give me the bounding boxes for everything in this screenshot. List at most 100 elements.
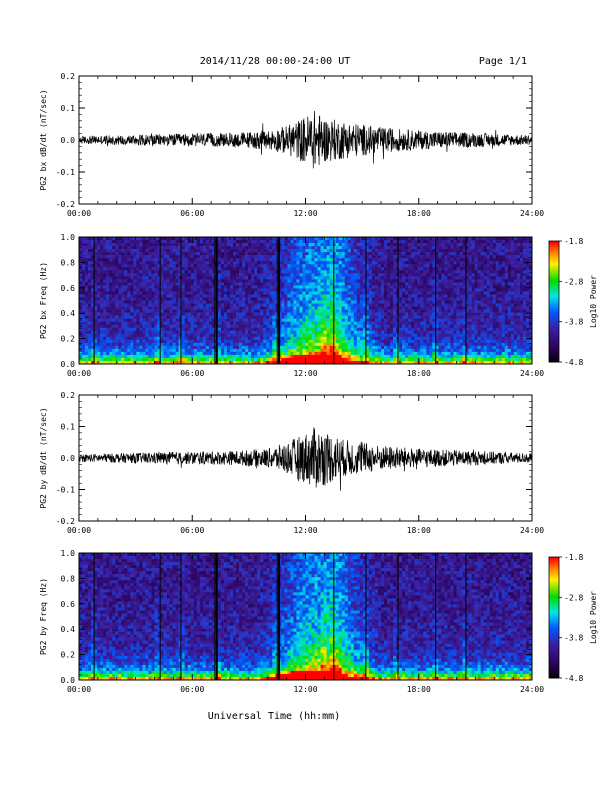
- heatmap-cell: [181, 336, 185, 341]
- heatmap-cell: [242, 360, 246, 365]
- heatmap-cell: [196, 270, 201, 274]
- heatmap-cell: [359, 339, 364, 344]
- heatmap-cell: [239, 237, 243, 241]
- heatmap-cell: [184, 246, 189, 250]
- heatmap-cell: [217, 312, 222, 316]
- heatmap-cell: [97, 273, 101, 277]
- heatmap-cell: [293, 327, 297, 332]
- heatmap-cell: [350, 324, 355, 329]
- heatmap-cell: [142, 330, 146, 335]
- heatmap-cell: [305, 276, 309, 280]
- heatmap-cell: [220, 333, 225, 338]
- heatmap-cell: [202, 300, 207, 304]
- heatmap-cell: [226, 306, 231, 310]
- heatmap-cell: [311, 258, 315, 262]
- heatmap-cell: [109, 288, 113, 292]
- heatmap-cell: [299, 243, 303, 247]
- heatmap-cell: [311, 300, 315, 304]
- heatmap-cell: [405, 306, 409, 310]
- heatmap-cell: [154, 321, 158, 325]
- heatmap-cell: [269, 285, 273, 289]
- heatmap-cell: [124, 237, 128, 241]
- heatmap-cell: [115, 336, 119, 341]
- heatmap-cell: [230, 294, 234, 298]
- heatmap-cell: [387, 237, 391, 241]
- heatmap-cell: [387, 360, 391, 365]
- heatmap-cell: [184, 288, 189, 292]
- heatmap-cell: [390, 315, 394, 319]
- heatmap-cell: [242, 312, 246, 316]
- heatmap-cell: [103, 330, 107, 335]
- heatmap-cell: [296, 312, 300, 316]
- heatmap-cell: [175, 300, 179, 304]
- heatmap-cell: [353, 258, 358, 262]
- heatmap-cell: [260, 288, 264, 292]
- heatmap-cell: [390, 348, 394, 353]
- heatmap-cell: [251, 309, 255, 313]
- heatmap-cell: [257, 270, 261, 274]
- heatmap-cell: [377, 300, 382, 304]
- heatmap-cell: [377, 309, 382, 313]
- heatmap-cell: [239, 270, 243, 274]
- heatmap-cell: [208, 279, 213, 283]
- heatmap-cell: [314, 273, 318, 277]
- heatmap-cell: [332, 291, 336, 295]
- heatmap-cell: [293, 243, 297, 247]
- heatmap-cell: [293, 294, 297, 298]
- heatmap-cell: [257, 246, 261, 250]
- heatmap-cell: [332, 261, 336, 265]
- heatmap-cell: [272, 246, 276, 250]
- heatmap-cell: [248, 270, 252, 274]
- heatmap-cell: [317, 237, 321, 241]
- heatmap-cell: [308, 279, 312, 283]
- heatmap-cell: [365, 315, 370, 319]
- heatmap-cell: [91, 285, 95, 289]
- heatmap-cell: [178, 348, 182, 353]
- heatmap-cell: [281, 327, 285, 332]
- heatmap-cell: [263, 306, 267, 310]
- heatmap-cell: [85, 273, 89, 277]
- heatmap-cell: [91, 240, 95, 244]
- heatmap-cell: [320, 291, 324, 295]
- heatmap-cell: [341, 273, 346, 277]
- heatmap-cell: [163, 303, 167, 307]
- heatmap-cell: [329, 291, 333, 295]
- heatmap-cell: [121, 276, 125, 280]
- heatmap-cell: [326, 327, 330, 332]
- heatmap-cell: [187, 246, 192, 250]
- heatmap-cell: [353, 297, 358, 301]
- heatmap-cell: [160, 357, 164, 362]
- heatmap-cell: [408, 267, 412, 271]
- heatmap-cell: [148, 243, 152, 247]
- heatmap-cell: [97, 348, 101, 353]
- heatmap-cell: [302, 333, 306, 338]
- heatmap-cell: [417, 246, 421, 250]
- heatmap-cell: [417, 306, 421, 310]
- heatmap-cell: [230, 321, 234, 325]
- heatmap-cell: [329, 342, 333, 347]
- heatmap-cell: [154, 315, 158, 319]
- heatmap-cell: [368, 297, 373, 301]
- heatmap-cell: [368, 300, 373, 304]
- heatmap-cell: [148, 264, 152, 268]
- heatmap-cell: [160, 321, 164, 325]
- heatmap-cell: [103, 315, 107, 319]
- heatmap-cell: [175, 246, 179, 250]
- heatmap-cell: [97, 282, 101, 286]
- heatmap-cell: [387, 303, 391, 307]
- heatmap-cell: [266, 309, 270, 313]
- heatmap-cell: [142, 360, 146, 365]
- heatmap-cell: [226, 345, 231, 350]
- heatmap-cell: [199, 279, 204, 283]
- heatmap-cell: [85, 315, 89, 319]
- heatmap-cell: [266, 288, 270, 292]
- heatmap-cell: [124, 318, 128, 322]
- heatmap-cell: [269, 303, 273, 307]
- heatmap-cell: [426, 300, 430, 304]
- heatmap-cell: [82, 249, 86, 253]
- heatmap-cell: [308, 261, 312, 265]
- heatmap-cell: [142, 246, 146, 250]
- heatmap-cell: [242, 303, 246, 307]
- heatmap-cell: [245, 258, 249, 262]
- heatmap-cell: [127, 339, 131, 344]
